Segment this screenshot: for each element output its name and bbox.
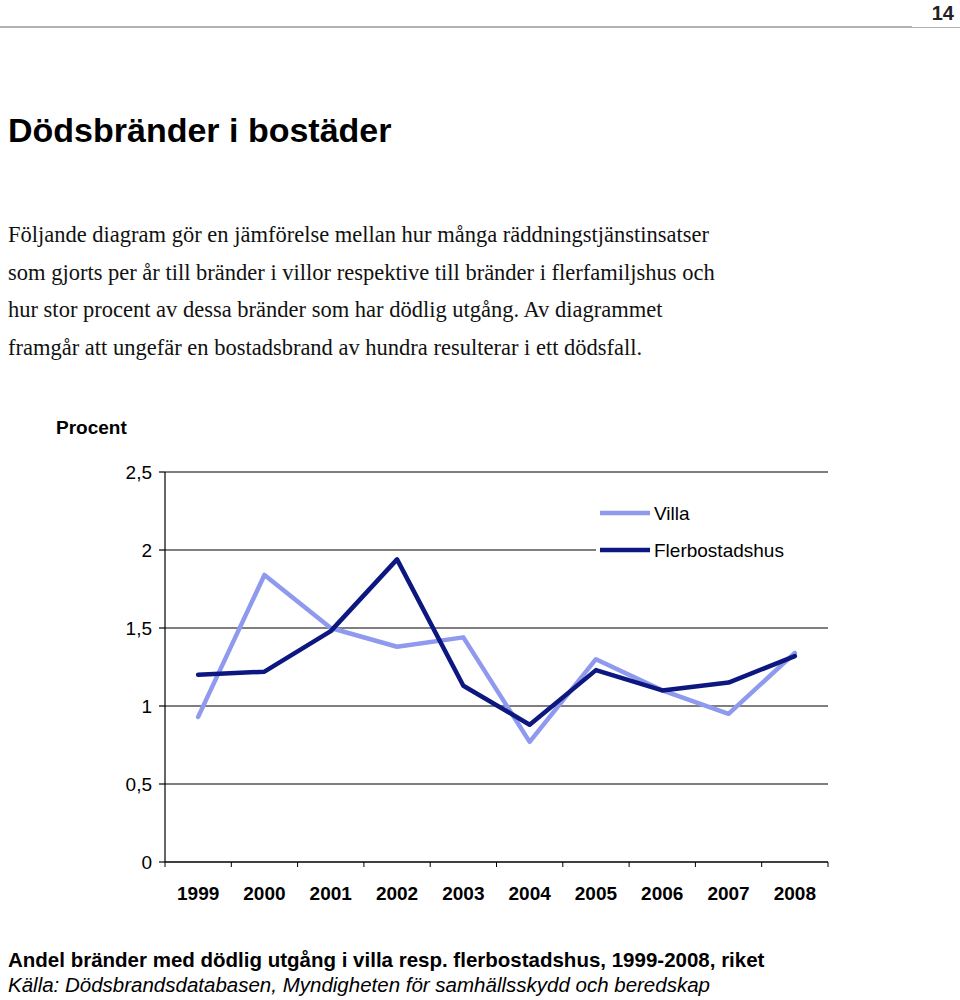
x-tick	[629, 862, 630, 867]
y-tick	[159, 705, 165, 706]
grid-line	[165, 783, 828, 784]
paragraph-line: Följande diagram gör en jämförelse mella…	[8, 222, 710, 247]
y-tick-label: 0	[141, 852, 152, 873]
x-tick	[562, 862, 563, 867]
x-tick	[761, 862, 762, 867]
y-tick-label: 2,5	[126, 462, 152, 483]
y-axis-line	[164, 472, 165, 862]
legend: Villa Flerbostadshus	[596, 497, 828, 566]
legend-swatch	[600, 511, 650, 516]
legend-label: Villa	[654, 503, 690, 524]
y-tick-label: 1,5	[126, 618, 152, 639]
x-tick	[165, 862, 166, 867]
y-tick	[159, 861, 165, 862]
legend-swatch	[600, 548, 650, 553]
paragraph-line: som gjorts per år till bränder i villor …	[8, 260, 715, 285]
y-axis-label: Procent	[56, 417, 127, 438]
series-line	[198, 559, 795, 724]
x-tick	[297, 862, 298, 867]
paragraph-line: framgår att ungefär en bostadsbrand av h…	[8, 335, 642, 360]
x-tick-label: 2002	[376, 883, 418, 904]
title: Dödsbränder i bostäder	[8, 111, 392, 149]
x-tick-label: 2005	[575, 883, 618, 904]
page: 14 Dödsbränder i bostäder Följande diagram…	[0, 0, 960, 1000]
grid-line	[165, 471, 828, 472]
series-group	[198, 559, 795, 742]
x-tick-label: 2006	[641, 883, 683, 904]
x-tick	[496, 862, 497, 867]
y-tick	[159, 627, 165, 628]
x-tick-label: 2004	[509, 883, 552, 904]
x-tick-label: 2000	[243, 883, 285, 904]
header-rule	[0, 26, 960, 28]
x-tick	[363, 862, 364, 867]
chart-source: Källa: Dödsbrandsdatabasen, Myndigheten …	[8, 973, 710, 996]
y-tick	[159, 549, 165, 550]
page-number: 14	[932, 2, 955, 24]
x-tick-label: 2003	[442, 883, 484, 904]
x-tick-label: 1999	[177, 883, 219, 904]
chart: Procent 0 0,5 1 1,5 2 2,5 1999 2000 2001 2002 2003 2…	[56, 417, 828, 904]
y-tick	[159, 471, 165, 472]
y-tick-label: 2	[141, 540, 152, 561]
x-tick-label: 2001	[310, 883, 353, 904]
y-tick	[159, 783, 165, 784]
x-tick	[828, 862, 829, 867]
legend-box	[596, 497, 828, 566]
x-tick-label: 2008	[774, 883, 816, 904]
x-tick-label: 2007	[707, 883, 749, 904]
x-tick	[231, 862, 232, 867]
x-tick	[695, 862, 696, 867]
page-number-box	[912, 0, 960, 27]
legend-label: Flerbostadshus	[654, 540, 784, 561]
chart-caption: Andel bränder med dödlig utgång i villa …	[8, 948, 765, 971]
grid-line	[165, 627, 828, 628]
y-tick-label: 0,5	[126, 774, 152, 795]
paragraph-line: hur stor procent av dessa bränder som ha…	[8, 297, 663, 322]
y-tick-label: 1	[141, 696, 152, 717]
x-tick	[430, 862, 431, 867]
